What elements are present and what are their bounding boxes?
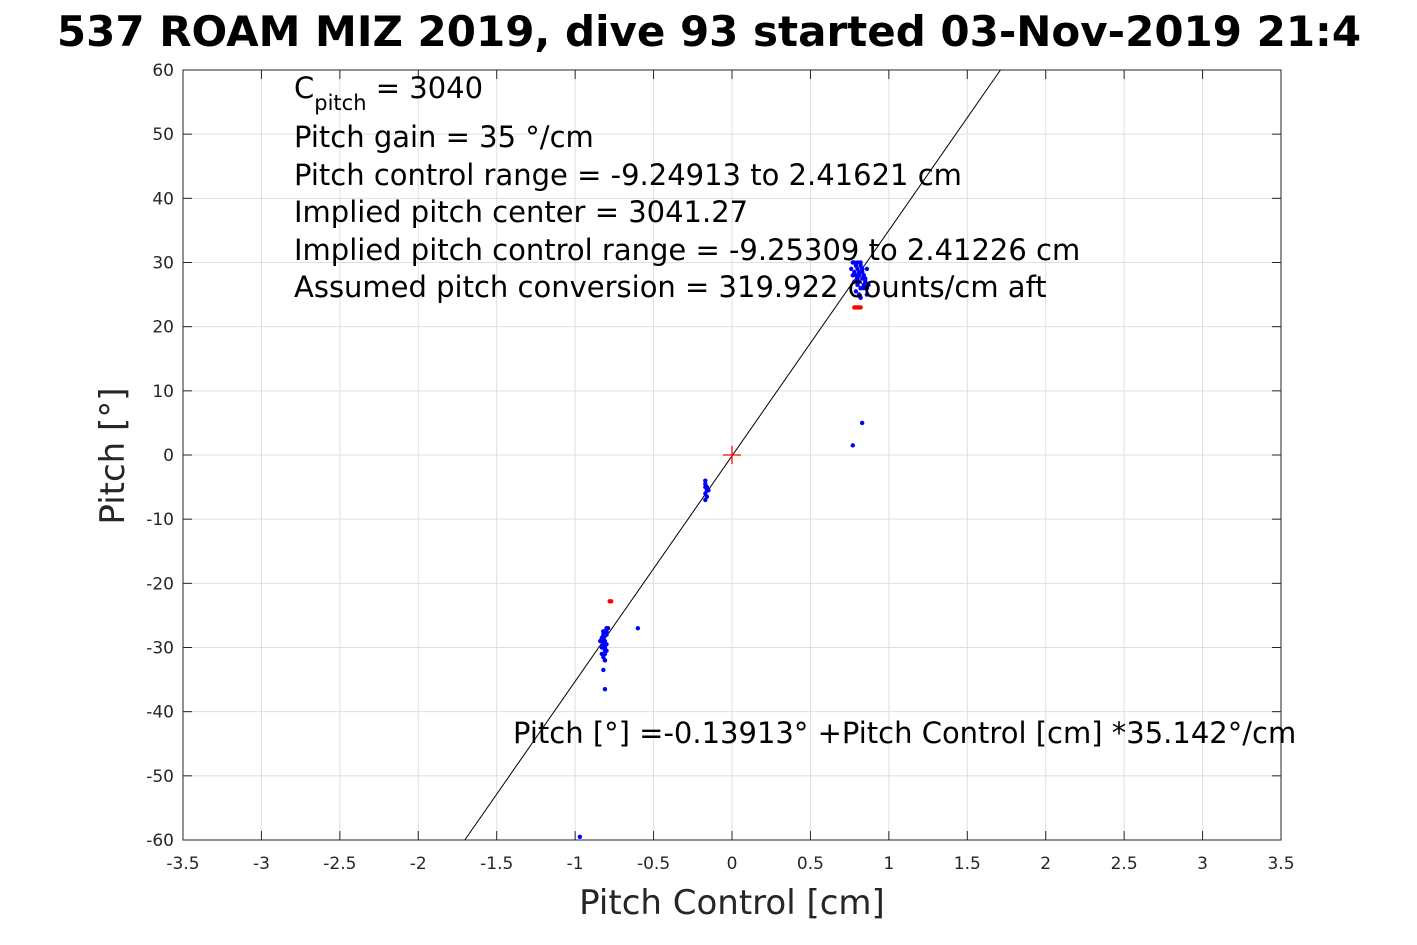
x-tick-label: 1 [883,854,894,874]
assumed-pitch-conversion-annotation: Assumed pitch conversion = 319.922 count… [294,270,1047,304]
implied-pitch-control-range-annotation: Implied pitch control range = -9.25309 t… [294,233,1080,267]
data-point [859,266,865,272]
x-tick-label: -1 [567,854,584,874]
data-point [858,285,863,291]
pitch-gain-annotation: Pitch gain = 35 °/cm [294,120,594,154]
data-point [601,667,606,673]
x-axis-ticks: -3.5 -3 -2.5 -2 -1.5 -1 -0.5 0 0.5 1 1.5 2 2.5 3 3.5 [166,70,1295,874]
data-point [858,305,863,310]
data-point [866,282,871,288]
y-tick-label: 60 [152,61,174,81]
data-point [601,632,606,637]
x-tick-label: 3.5 [1267,854,1294,874]
pitch-control-range-annotation: Pitch control range = -9.24913 to 2.4162… [294,158,962,192]
data-point [599,645,605,650]
implied-pitch-center-annotation: Implied pitch center = 3041.27 [294,195,748,229]
center-marker-group [723,446,741,464]
data-point [864,266,870,272]
data-point [703,497,708,503]
data-point [861,285,866,291]
data-point [635,626,641,631]
data-point [706,488,711,493]
x-tick-label: -3.5 [166,854,199,874]
c-pitch-annotation: Cpitch = 3040 [294,71,483,115]
c-pitch-value: = 3040 [367,71,484,105]
y-tick-label: 30 [152,254,174,274]
data-points [577,260,871,839]
y-tick-label: -40 [146,703,174,723]
data-point [852,269,857,275]
x-tick-label: 1.5 [954,854,981,874]
data-point [855,260,860,265]
x-tick-label: -2 [410,854,427,874]
y-tick-label: 0 [163,446,174,466]
data-point [849,266,854,272]
y-tick-label: -30 [146,639,174,659]
x-tick-label: -3 [253,854,270,874]
y-tick-label: 10 [152,382,174,402]
data-point [850,260,855,265]
data-point [602,645,608,650]
data-point [855,282,860,288]
data-point [853,289,859,294]
y-tick-label: -50 [146,767,174,787]
data-point [601,629,606,634]
data-point [852,279,857,284]
x-tick-label: 0.5 [797,854,824,874]
data-point [859,420,865,426]
data-point [859,269,865,275]
x-tick-label: -1.5 [480,854,513,874]
data-point [855,279,860,284]
c-pitch-base: C [294,71,314,105]
y-tick-label: 20 [152,318,174,338]
data-point [856,273,862,278]
y-tick-label: -20 [146,574,174,594]
data-point [863,279,868,284]
x-tick-label: 2.5 [1111,854,1138,874]
x-tick-label: 2 [1040,854,1051,874]
data-point [858,295,863,300]
c-pitch-subscript: pitch [314,91,366,115]
chart-title: 537 ROAM MIZ 2019, dive 93 started 03-No… [57,7,1361,56]
x-tick-label: 3 [1197,854,1208,874]
data-point [604,632,609,637]
data-point [598,638,603,644]
data-point [858,260,863,265]
data-point [602,687,608,692]
fit-equation-annotation: Pitch [°] =-0.13913° +Pitch Control [cm]… [513,716,1296,750]
y-axis-ticks: -60 -50 -40 -30 -20 -10 0 10 20 30 40 50 60 [146,61,1281,851]
y-tick-label: 50 [152,125,174,145]
data-point [602,658,608,663]
data-point [609,599,614,604]
x-tick-label: 0 [727,854,738,874]
data-point [577,834,583,839]
data-point [864,292,870,297]
data-point [703,478,708,483]
data-point [599,651,605,657]
x-axis-label: Pitch Control [cm] [579,883,885,923]
data-point [605,626,611,631]
y-tick-label: -60 [146,831,174,851]
x-tick-label: -0.5 [637,854,670,874]
x-tick-label: -2.5 [323,854,356,874]
data-point [850,443,855,448]
y-tick-label: -10 [146,510,174,530]
data-point [856,269,862,275]
y-tick-label: 40 [152,189,174,209]
y-axis-label: Pitch [°] [93,387,133,524]
